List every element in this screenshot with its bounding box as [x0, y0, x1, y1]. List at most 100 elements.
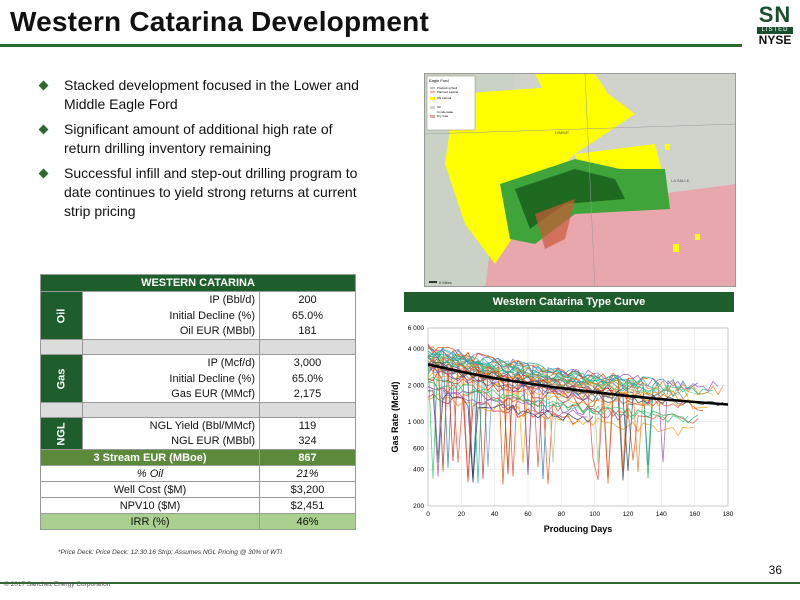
summary-value: 21% — [259, 465, 356, 482]
row-label: NGL Yield (Bbl/MMcf) — [82, 417, 260, 434]
x-tick-label: 140 — [656, 511, 667, 518]
row-label: Initial Decline (%) — [82, 370, 260, 387]
row-value: 181 — [259, 323, 356, 340]
diamond-bullet-icon — [38, 124, 49, 135]
type-curve-line — [427, 363, 729, 406]
y-tick-label: 600 — [413, 446, 424, 453]
map-legend-item: Oil — [437, 105, 441, 109]
row-label: Initial Decline (%) — [82, 307, 260, 324]
table-header: WESTERN CATARINA — [40, 274, 356, 292]
well-line — [427, 350, 654, 484]
table-spacer — [40, 402, 356, 418]
well-line — [427, 357, 584, 477]
summary-value: 46% — [259, 513, 356, 530]
x-tick-label: 80 — [558, 511, 566, 518]
row-value: 2,175 — [259, 386, 356, 403]
summary-label: IRR (%) — [40, 513, 260, 530]
row-value: 3,000 — [259, 354, 356, 371]
group-label-gas: Gas — [40, 354, 83, 403]
diamond-bullet-icon — [38, 168, 49, 179]
well-line — [427, 366, 589, 401]
table-spacer — [40, 339, 356, 355]
page-title: Western Catarina Development — [10, 6, 429, 37]
x-tick-label: 40 — [491, 511, 499, 518]
well-line — [427, 386, 629, 421]
well-line — [427, 381, 689, 423]
well-line — [427, 386, 589, 477]
map-scale: 0 Miles — [439, 280, 452, 285]
acreage-map: Eagle Ford Producing Well Planned Latera… — [424, 73, 736, 287]
map-graphic: Eagle Ford Producing Well Planned Latera… — [425, 74, 735, 286]
x-tick-label: 100 — [589, 511, 600, 518]
bullet-text: Significant amount of additional high ra… — [64, 121, 333, 156]
group-label-oil: Oil — [40, 291, 83, 340]
bullet-list: Stacked development focused in the Lower… — [38, 76, 370, 227]
well-line — [427, 393, 694, 437]
map-legend-title: Eagle Ford — [429, 78, 449, 83]
logo-exchange: NYSE — [758, 33, 792, 47]
title-rule — [0, 44, 742, 47]
summary-label: Well Cost ($M) — [40, 481, 260, 498]
map-legend-item: Dry Gas — [437, 114, 449, 118]
row-value: 65.0% — [259, 370, 356, 387]
y-tick-label: 200 — [413, 503, 424, 510]
group-label-ngl: NGL — [40, 417, 83, 450]
row-value: 324 — [259, 433, 356, 450]
x-ticks: 0 20 40 60 80 100 120 140 160 180 — [426, 511, 734, 518]
footer-rule — [0, 582, 800, 584]
summary-value: $3,200 — [259, 481, 356, 498]
x-tick-label: 60 — [524, 511, 532, 518]
bullet-item: Stacked development focused in the Lower… — [38, 76, 370, 114]
logo-ticker: SN — [758, 2, 792, 27]
map-legend-item: Producing Well — [437, 86, 457, 90]
y-ticks: 200 400 600 1 000 2 000 4 000 6 000 — [408, 325, 425, 510]
row-value: 200 — [259, 291, 356, 308]
well-line — [427, 372, 654, 408]
well-line — [427, 343, 719, 475]
row-label: Oil EUR (MBbl) — [82, 323, 260, 340]
map-legend-item: Planned Lateral — [437, 90, 458, 94]
row-label: IP (Bbl/d) — [82, 291, 260, 308]
row-label: NGL EUR (MBbl) — [82, 433, 260, 450]
copyright: © 2017 Sanchez Energy Corporation — [4, 581, 111, 588]
type-curve-chart: 0 20 40 60 80 100 120 140 160 180 200 400 600 1 000 2… — [384, 318, 744, 544]
bullet-text: Successful infill and step-out drilling … — [64, 165, 358, 219]
summary-label: NPV10 ($M) — [40, 497, 260, 514]
y-tick-label: 4 000 — [408, 346, 425, 353]
logo-listed: LISTED — [757, 27, 793, 34]
map-legend-item: SN Lateral — [437, 96, 452, 100]
row-value: 65.0% — [259, 307, 356, 324]
bullet-item: Successful infill and step-out drilling … — [38, 164, 370, 221]
company-logo: SN LISTED NYSE — [752, 4, 798, 48]
well-line — [427, 352, 689, 479]
x-tick-label: 20 — [458, 511, 466, 518]
y-tick-label: 400 — [413, 467, 424, 474]
economics-table: WESTERN CATARINA Oil IP (Bbl/d) 200 Init… — [40, 274, 356, 530]
y-tick-label: 2 000 — [408, 382, 425, 389]
summary-value: 867 — [259, 449, 356, 466]
summary-value: $2,451 — [259, 497, 356, 514]
chart-title: Western Catarina Type Curve — [404, 292, 734, 312]
y-axis-label: Gas Rate (Mcf/d) — [390, 381, 400, 452]
x-tick-label: 180 — [723, 511, 734, 518]
map-label-lasalle: LA SALLE — [671, 178, 690, 183]
diamond-bullet-icon — [38, 80, 49, 91]
x-tick-label: 160 — [689, 511, 700, 518]
y-tick-label: 6 000 — [408, 325, 425, 332]
x-tick-label: 0 — [426, 511, 430, 518]
x-axis-label: Producing Days — [544, 524, 613, 534]
map-legend — [426, 75, 476, 131]
well-line — [427, 346, 724, 396]
page-number: 36 — [768, 563, 782, 577]
summary-label: 3 Stream EUR (MBoe) — [40, 449, 260, 466]
y-tick-label: 1 000 — [408, 419, 425, 426]
x-tick-label: 120 — [623, 511, 634, 518]
well-line — [427, 357, 684, 463]
well-line — [427, 350, 584, 384]
row-label: Gas EUR (MMcf) — [82, 386, 260, 403]
bullet-text: Stacked development focused in the Lower… — [64, 77, 359, 112]
summary-label: % Oil — [40, 465, 260, 482]
well-line — [427, 376, 699, 424]
